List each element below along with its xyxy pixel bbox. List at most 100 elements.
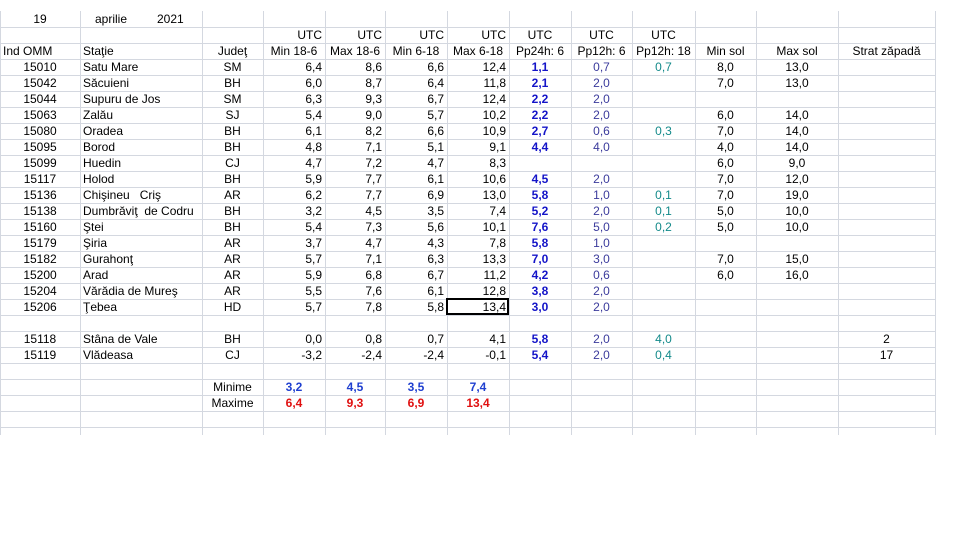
data-cell: HD — [223, 300, 242, 314]
data-cell: 4,0 — [717, 140, 734, 154]
data-cell: 13,4 — [482, 300, 506, 314]
grid-h — [0, 395, 935, 396]
data-cell: 10,1 — [482, 220, 506, 234]
data-cell: 11,2 — [483, 268, 506, 282]
data-cell: Borod — [83, 140, 116, 154]
data-cell: Stâna de Vale — [83, 332, 158, 346]
data-cell: 6,6 — [427, 124, 444, 138]
data-cell: 4,7 — [305, 156, 322, 170]
data-cell: 15182 — [23, 252, 57, 266]
data-cell: BH — [224, 332, 241, 346]
data-cell: 5,0 — [717, 204, 734, 218]
data-cell: -3,2 — [301, 348, 322, 362]
data-cell: 0,7 — [427, 332, 444, 346]
column-header: Max 18-6 — [329, 44, 381, 58]
data-cell: AR — [224, 284, 241, 298]
data-cell: 15010 — [23, 60, 57, 74]
column-header: Pp24h: 6 — [515, 44, 565, 58]
data-cell: 4,2 — [531, 268, 549, 282]
data-cell: 6,4 — [427, 76, 444, 90]
data-cell: 5,7 — [305, 300, 322, 314]
data-cell: 6,3 — [427, 252, 444, 266]
year: 2021 — [157, 12, 184, 26]
data-cell: 2,0 — [593, 300, 610, 314]
data-cell: 3,8 — [531, 284, 549, 298]
data-cell: 7,0 — [717, 188, 734, 202]
data-cell: 10,6 — [482, 172, 506, 186]
data-cell: -2,4 — [423, 348, 444, 362]
data-cell: 2,0 — [593, 172, 610, 186]
grid-h — [0, 251, 935, 252]
data-cell: 4,3 — [427, 236, 444, 250]
data-cell: Dumbrăviţ de Codru — [83, 204, 194, 218]
data-cell: 5,8 — [427, 300, 444, 314]
data-cell: 15136 — [23, 188, 57, 202]
column-header: Ind OMM — [3, 44, 53, 58]
grid-h — [0, 411, 935, 412]
column-header: Judeţ — [217, 44, 248, 58]
data-cell: 3,7 — [305, 236, 322, 250]
data-cell: 5,7 — [427, 108, 444, 122]
data-cell: 0,1 — [655, 188, 672, 202]
data-cell: 0,2 — [655, 220, 672, 234]
data-cell: 4,8 — [305, 140, 322, 154]
grid-h — [0, 123, 935, 124]
data-cell: 15179 — [23, 236, 57, 250]
summary-label: Maxime — [211, 396, 254, 410]
data-cell: 8,7 — [365, 76, 382, 90]
selected-cell[interactable] — [446, 298, 509, 315]
grid-h — [0, 363, 935, 364]
grid-h — [0, 59, 935, 60]
data-cell: 5,4 — [305, 220, 322, 234]
data-cell: 7,0 — [717, 124, 734, 138]
data-cell: 7,3 — [365, 220, 382, 234]
data-cell: SM — [223, 92, 242, 106]
data-cell: BH — [224, 172, 241, 186]
data-cell: 3,5 — [427, 204, 444, 218]
data-cell: Ştei — [83, 220, 104, 234]
grid-v — [838, 11, 839, 435]
data-cell: 7,8 — [365, 300, 382, 314]
data-cell: 5,8 — [531, 332, 549, 346]
data-cell: AR — [224, 252, 241, 266]
grid-v — [695, 11, 696, 435]
grid-v — [756, 11, 757, 435]
data-cell: Gurahonţ — [83, 252, 134, 266]
data-cell: BH — [224, 124, 241, 138]
data-cell: 3,0 — [593, 252, 610, 266]
data-cell: 5,4 — [531, 348, 549, 362]
data-cell: 15119 — [23, 348, 57, 362]
data-cell: 0,4 — [655, 348, 672, 362]
data-cell: 8,2 — [365, 124, 382, 138]
data-cell: 9,3 — [365, 92, 382, 106]
data-cell: 7,1 — [365, 252, 382, 266]
summary-max: 9,3 — [346, 396, 364, 410]
data-cell: 6,7 — [427, 268, 444, 282]
grid-h — [0, 379, 935, 380]
data-cell: BH — [224, 140, 241, 154]
data-cell: BH — [224, 76, 241, 90]
data-cell: 2,0 — [593, 76, 610, 90]
data-cell: 10,9 — [482, 124, 506, 138]
data-cell: 14,0 — [785, 108, 809, 122]
grid-v — [202, 11, 203, 435]
data-cell: AR — [224, 236, 241, 250]
column-header: Min 6-18 — [392, 44, 440, 58]
data-cell: 1,0 — [593, 236, 610, 250]
data-cell: 5,7 — [305, 252, 322, 266]
data-cell: 0,7 — [593, 60, 610, 74]
data-cell: 7,0 — [717, 252, 734, 266]
data-cell: 4,5 — [365, 204, 382, 218]
data-cell: CJ — [225, 156, 240, 170]
grid-h — [0, 347, 935, 348]
grid-h — [0, 155, 935, 156]
data-cell: Vărădia de Mureş — [83, 284, 178, 298]
summary-min: 3,2 — [285, 380, 303, 394]
data-cell: 5,0 — [717, 220, 734, 234]
grid-h — [0, 75, 935, 76]
grid-v — [447, 11, 448, 435]
data-cell: 7,0 — [717, 76, 734, 90]
grid-h — [0, 331, 935, 332]
data-cell: 15160 — [23, 220, 57, 234]
